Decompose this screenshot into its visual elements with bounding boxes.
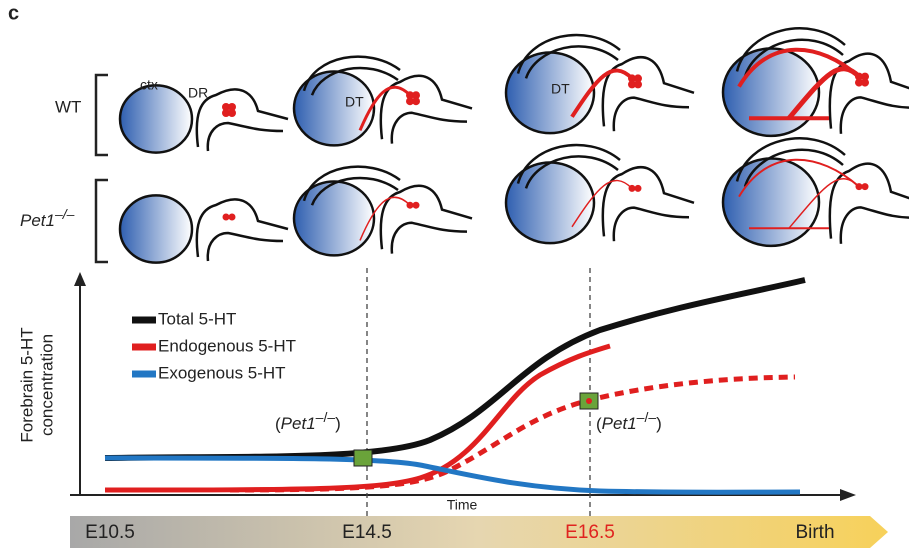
brainstem — [603, 57, 694, 131]
brain — [120, 195, 288, 262]
annotation: (Pet1–/–) — [275, 409, 341, 434]
brainstem — [603, 167, 694, 241]
raphe-cell — [228, 109, 236, 117]
timeline-label: E14.5 — [342, 522, 392, 543]
y-axis-label: Forebrain 5-HT — [17, 327, 36, 442]
brain-label: DT — [551, 81, 570, 97]
brain — [506, 145, 694, 243]
bracket — [96, 75, 108, 155]
legend-label: Exogenous 5-HT — [158, 363, 286, 382]
brain-label: ctx — [140, 77, 158, 93]
axis-arrow — [840, 489, 856, 501]
marker-dot — [586, 398, 592, 404]
annotation-sup: –/– — [637, 409, 657, 425]
timeline-label: Birth — [795, 522, 834, 543]
row-label-sup: –/– — [54, 206, 75, 222]
brain-label: DT — [345, 94, 364, 110]
timeline-arrow — [70, 516, 888, 548]
row-label: WT — [55, 97, 81, 116]
raphe-cell — [223, 214, 230, 221]
raphe-cell — [229, 214, 236, 221]
annotation-name: Pet1 — [281, 414, 316, 433]
raphe-cell — [413, 202, 420, 209]
brainstem — [197, 89, 288, 151]
brain — [723, 138, 909, 246]
cortex — [723, 159, 819, 246]
cortex — [120, 195, 192, 262]
annotation-name: Pet1 — [602, 414, 637, 433]
annotation-sup: –/– — [316, 409, 336, 425]
brain — [723, 28, 909, 136]
cortex — [506, 52, 594, 133]
raphe-cell — [412, 97, 420, 105]
brain — [506, 35, 694, 133]
axis-arrow — [74, 272, 86, 286]
raphe-cell — [861, 79, 869, 87]
timeline-label: E10.5 — [85, 522, 135, 543]
y-axis-label: concentration — [37, 334, 56, 436]
annotation: (Pet1–/–) — [596, 409, 662, 434]
brain-label: DR — [188, 85, 208, 101]
cortex — [723, 49, 819, 136]
x-axis-label: Time — [447, 497, 478, 513]
legend-label: Total 5-HT — [158, 309, 236, 328]
timeline-label: E16.5 — [565, 522, 615, 543]
raphe-cell — [862, 183, 869, 190]
legend-label: Endogenous 5-HT — [158, 336, 296, 355]
brainstem — [381, 186, 472, 254]
brain — [294, 167, 472, 256]
pet1-endogenous-curve — [230, 377, 795, 490]
figure: c WT Pet1–/– ctx DR DT DT (Pet1–/–) (Pet… — [0, 0, 909, 550]
bracket — [96, 180, 108, 262]
brainstem — [197, 199, 288, 261]
cortex — [506, 162, 594, 243]
schematic-chart: (Pet1–/–) (Pet1–/–) Total 5-HT Endogenou… — [17, 268, 856, 516]
raphe-cell — [635, 185, 642, 192]
raphe-cell — [634, 80, 642, 88]
brain-panels — [120, 28, 909, 262]
marker — [354, 450, 372, 466]
brain — [294, 57, 472, 146]
cortex — [120, 85, 192, 152]
brainstem — [830, 164, 909, 244]
row-label-name: Pet1 — [20, 211, 55, 230]
panel-label: c — [8, 2, 19, 24]
row-label: Pet1–/– — [20, 206, 75, 231]
